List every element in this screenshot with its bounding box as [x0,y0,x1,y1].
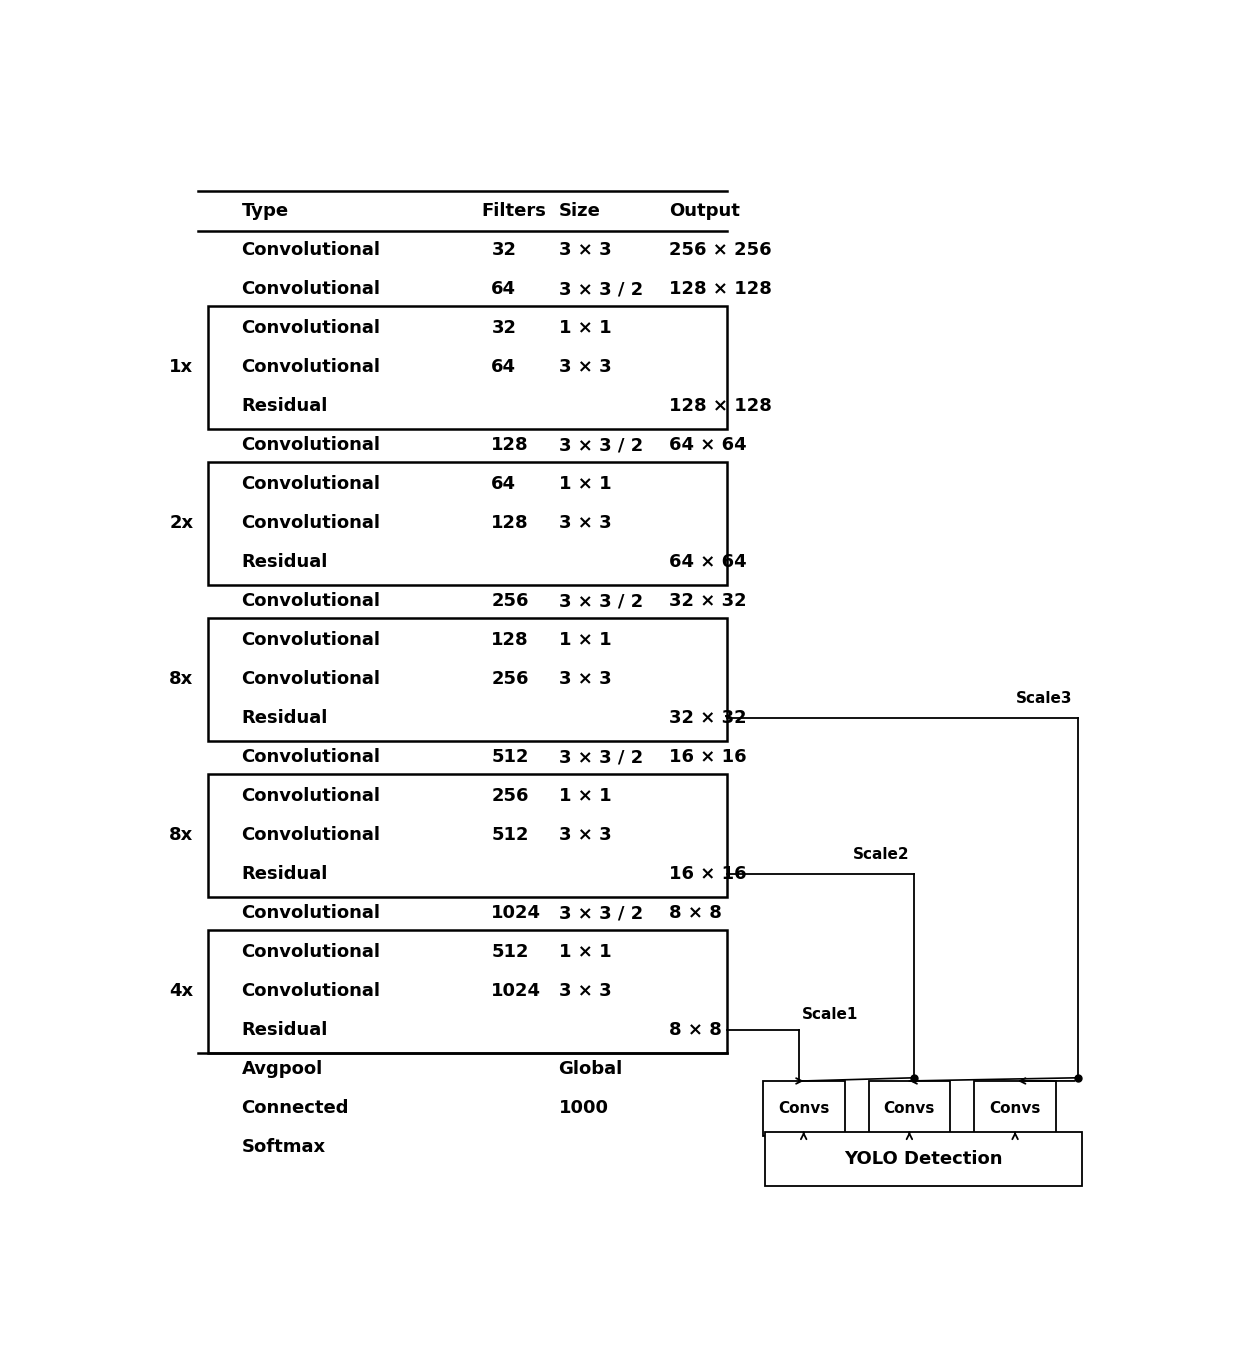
Bar [208,461,727,585]
Text: 64: 64 [491,281,516,298]
Text: Convs: Convs [777,1101,830,1116]
Text: 8 × 8: 8 × 8 [670,1021,722,1039]
Text: Filters: Filters [481,201,547,219]
Text: Convolutional: Convolutional [242,593,381,611]
Text: Convs: Convs [990,1101,1040,1116]
Text: 256: 256 [491,671,528,689]
Text: 1 × 1: 1 × 1 [558,475,611,493]
Text: 512: 512 [491,943,528,961]
Bar [975,1082,1056,1135]
Text: 3 × 3 / 2: 3 × 3 / 2 [558,593,642,611]
Text: 128 × 128: 128 × 128 [670,397,773,415]
Text: 4x: 4x [170,982,193,1001]
Text: 128 × 128: 128 × 128 [670,281,773,298]
Text: Convolutional: Convolutional [242,827,381,845]
Text: 3 × 3 / 2: 3 × 3 / 2 [558,281,642,298]
Text: Convolutional: Convolutional [242,281,381,298]
Bar [208,773,727,897]
Text: 1 × 1: 1 × 1 [558,631,611,649]
Text: Convolutional: Convolutional [242,943,381,961]
Text: 3 × 3: 3 × 3 [558,671,611,689]
Text: Softmax: Softmax [242,1138,326,1157]
Text: 1024: 1024 [491,982,542,1001]
Text: 64: 64 [491,475,516,493]
Text: Avgpool: Avgpool [242,1060,322,1079]
Text: 512: 512 [491,827,528,845]
Text: Scale3: Scale3 [1017,690,1073,705]
Text: 3 × 3 / 2: 3 × 3 / 2 [558,905,642,923]
Text: 8x: 8x [169,827,193,845]
Text: Residual: Residual [242,397,327,415]
Text: 3 × 3: 3 × 3 [558,241,611,259]
Text: 32 × 32: 32 × 32 [670,593,746,611]
Text: 2x: 2x [170,515,193,533]
Text: 1 × 1: 1 × 1 [558,319,611,337]
Text: 3 × 3: 3 × 3 [558,359,611,376]
Text: 64 × 64: 64 × 64 [670,437,746,455]
Text: 256: 256 [491,593,528,611]
Text: 3 × 3 / 2: 3 × 3 / 2 [558,437,642,455]
Text: 16 × 16: 16 × 16 [670,865,746,883]
Text: 1x: 1x [170,359,193,376]
Text: 256 × 256: 256 × 256 [670,241,771,259]
Bar [208,617,727,741]
Text: 32: 32 [491,319,516,337]
Text: Type: Type [242,201,289,219]
Bar [208,305,727,428]
Text: Convolutional: Convolutional [242,241,381,259]
Text: Convolutional: Convolutional [242,515,381,533]
Text: 8x: 8x [169,671,193,689]
Text: 64 × 64: 64 × 64 [670,553,746,571]
Text: 3 × 3: 3 × 3 [558,982,611,1001]
Text: Convolutional: Convolutional [242,319,381,337]
Text: Convs: Convs [884,1101,935,1116]
Text: Output: Output [670,201,740,219]
Text: 64: 64 [491,359,516,376]
Text: 128: 128 [491,437,529,455]
Text: 3 × 3: 3 × 3 [558,515,611,533]
Text: 32: 32 [491,241,516,259]
Text: 1 × 1: 1 × 1 [558,943,611,961]
Text: 32 × 32: 32 × 32 [670,709,746,727]
Text: Residual: Residual [242,1021,327,1039]
Text: Convolutional: Convolutional [242,475,381,493]
Text: Residual: Residual [242,709,327,727]
Text: Convolutional: Convolutional [242,787,381,805]
Text: Residual: Residual [242,553,327,571]
Bar [868,1082,950,1135]
Bar [763,1082,844,1135]
Text: 16 × 16: 16 × 16 [670,749,746,767]
Text: Scale2: Scale2 [853,846,909,861]
Text: Convolutional: Convolutional [242,905,381,923]
Text: 128: 128 [491,515,529,533]
Text: Size: Size [558,201,600,219]
Text: Connected: Connected [242,1099,348,1117]
Text: 128: 128 [491,631,529,649]
Text: 3 × 3 / 2: 3 × 3 / 2 [558,749,642,767]
Text: Convolutional: Convolutional [242,359,381,376]
Text: 8 × 8: 8 × 8 [670,905,722,923]
Bar [765,1132,1083,1187]
Text: Convolutional: Convolutional [242,982,381,1001]
Text: 1 × 1: 1 × 1 [558,787,611,805]
Text: Residual: Residual [242,865,327,883]
Text: Convolutional: Convolutional [242,631,381,649]
Text: Convolutional: Convolutional [242,749,381,767]
Text: YOLO Detection: YOLO Detection [844,1150,1003,1168]
Bar [208,930,727,1053]
Text: 3 × 3: 3 × 3 [558,827,611,845]
Text: Global: Global [558,1060,622,1079]
Text: 512: 512 [491,749,528,767]
Text: 1000: 1000 [558,1099,609,1117]
Text: Convolutional: Convolutional [242,671,381,689]
Text: 1024: 1024 [491,905,542,923]
Text: 256: 256 [491,787,528,805]
Text: Convolutional: Convolutional [242,437,381,455]
Text: Scale1: Scale1 [802,1006,858,1021]
